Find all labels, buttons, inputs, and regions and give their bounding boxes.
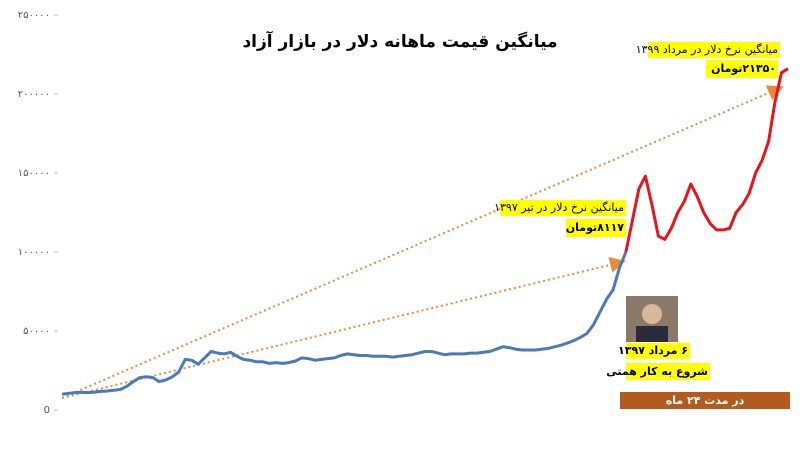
annotation: ۶ مرداد ۱۳۹۷	[618, 344, 688, 357]
annotation: ۸۱۱۷تومان	[566, 221, 625, 234]
photo	[636, 326, 668, 342]
y-tick-label: ۲۵۰۰۰۰	[18, 10, 50, 21]
annotation-box	[500, 200, 626, 216]
series-line	[624, 67, 789, 253]
annotation-box	[626, 363, 710, 380]
y-tick-label: ۲۰۰۰۰۰	[18, 89, 50, 100]
y-tick-label: ۱۰۰۰۰۰	[18, 247, 50, 258]
chart-title: میانگین قیمت ماهانه دلار در بازار آزاد	[242, 30, 557, 52]
y-tick-label: ۱۵۰۰۰۰	[18, 168, 50, 179]
y-tick-label: 0	[44, 405, 50, 416]
annotation: ۲۱۳۵۰تومان	[711, 62, 776, 75]
photo	[642, 304, 662, 324]
series-line	[61, 251, 628, 396]
annotation: میانگین نرخ دلار در مرداد ۱۳۹۹	[636, 43, 778, 56]
annotation-box	[648, 42, 780, 58]
annotation: میانگین نرخ دلار در تیر ۱۳۹۷	[494, 201, 624, 214]
annotation-box	[706, 60, 778, 78]
annotation-box	[566, 219, 626, 237]
y-tick-label: ۵۰۰۰۰	[23, 326, 50, 337]
period-bar	[620, 392, 790, 409]
annotation: در مدت ۲۴ ماه	[666, 394, 745, 407]
annotation: شروع به کار همتی	[606, 365, 708, 378]
trend-arrow	[61, 85, 784, 399]
trend-arrow	[61, 257, 626, 399]
annotation-box	[626, 343, 690, 359]
